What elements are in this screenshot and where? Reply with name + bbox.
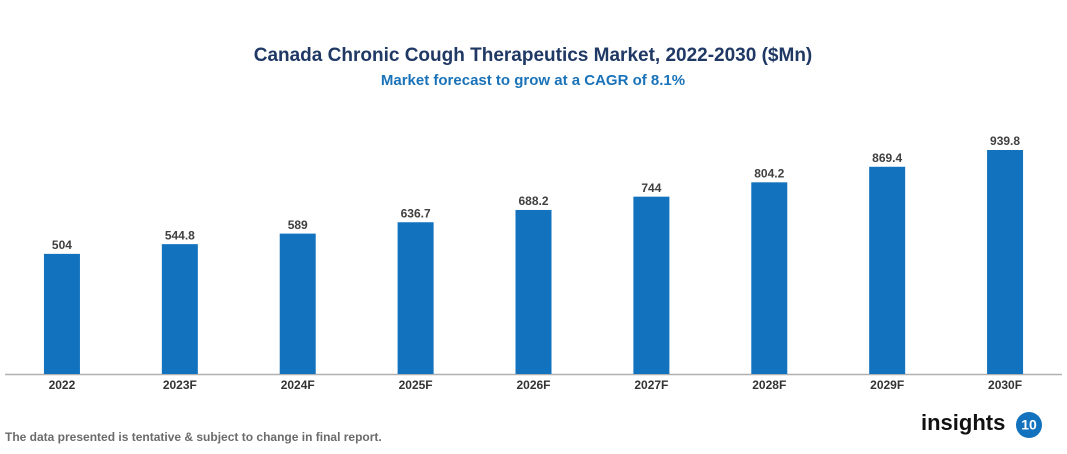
- bar: [869, 166, 906, 374]
- data-label: 544.8: [165, 228, 195, 242]
- chart-title: Canada Chronic Cough Therapeutics Market…: [254, 45, 813, 66]
- data-label: 804.2: [754, 166, 784, 180]
- x-tick-label: 2027F: [634, 378, 668, 392]
- bar: [43, 253, 80, 374]
- x-tick-label: 2025F: [399, 378, 433, 392]
- data-label: 869.4: [872, 151, 902, 165]
- bar: [751, 182, 788, 374]
- x-tick-label: 2026F: [516, 378, 550, 392]
- x-tick-label: 2022: [49, 378, 76, 392]
- bar: [161, 244, 198, 374]
- x-tick-label: 2028F: [752, 378, 786, 392]
- data-label: 939.8: [990, 134, 1020, 148]
- data-label: 744: [641, 181, 661, 195]
- bar: [397, 222, 434, 374]
- bar: [515, 209, 552, 374]
- bar: [633, 196, 670, 374]
- data-label: 636.7: [401, 206, 431, 220]
- x-tick-label: 2024F: [281, 378, 315, 392]
- logo-badge: 10: [1021, 417, 1037, 433]
- bar: [987, 150, 1024, 374]
- data-label: 688.2: [518, 194, 548, 208]
- x-tick-label: 2030F: [988, 378, 1022, 392]
- data-label: 589: [288, 218, 308, 232]
- chart-subtitle: Market forecast to grow at a CAGR of 8.1…: [381, 72, 685, 89]
- footer-note: The data presented is tentative & subjec…: [5, 430, 382, 444]
- x-tick-label: 2029F: [870, 378, 904, 392]
- data-label: 504: [52, 238, 72, 252]
- x-tick-label: 2023F: [163, 378, 197, 392]
- logo-badge-circle: [1016, 412, 1042, 438]
- logo-text: insights: [921, 410, 1005, 435]
- bar: [279, 233, 316, 374]
